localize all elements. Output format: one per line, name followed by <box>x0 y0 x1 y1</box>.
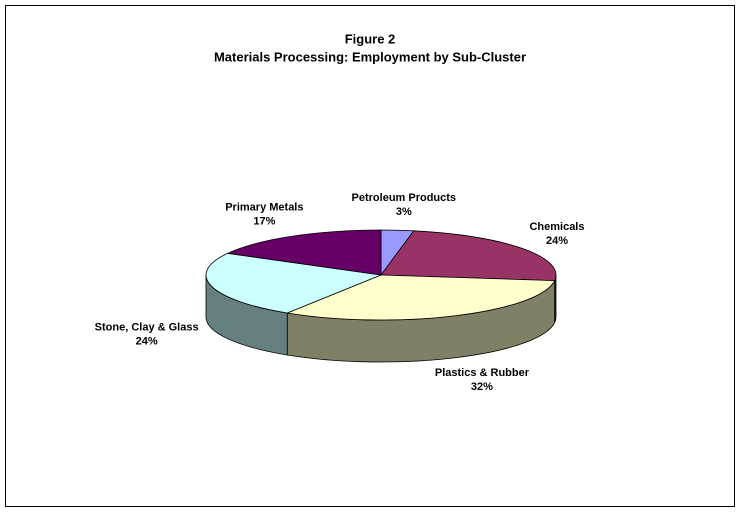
data-label: 24% <box>136 335 158 347</box>
data-label-name: Primary Metals <box>225 202 303 214</box>
slice <box>226 229 382 276</box>
chart-title: Figure 2 <box>345 31 396 46</box>
data-label-name: Plastics & Rubber <box>435 367 530 379</box>
data-label-name: Stone, Clay & Glass <box>95 321 199 333</box>
data-label: 17% <box>253 216 275 228</box>
data-label-name: Chemicals <box>529 221 584 233</box>
data-label: 24% <box>546 235 568 247</box>
chart-subtitle: Materials Processing: Employment by Sub-… <box>214 49 526 64</box>
data-label: 32% <box>471 381 493 393</box>
slice <box>205 252 383 314</box>
data-label-name: Petroleum Products <box>352 192 457 204</box>
data-label: 3% <box>396 206 412 218</box>
slice <box>380 230 557 282</box>
